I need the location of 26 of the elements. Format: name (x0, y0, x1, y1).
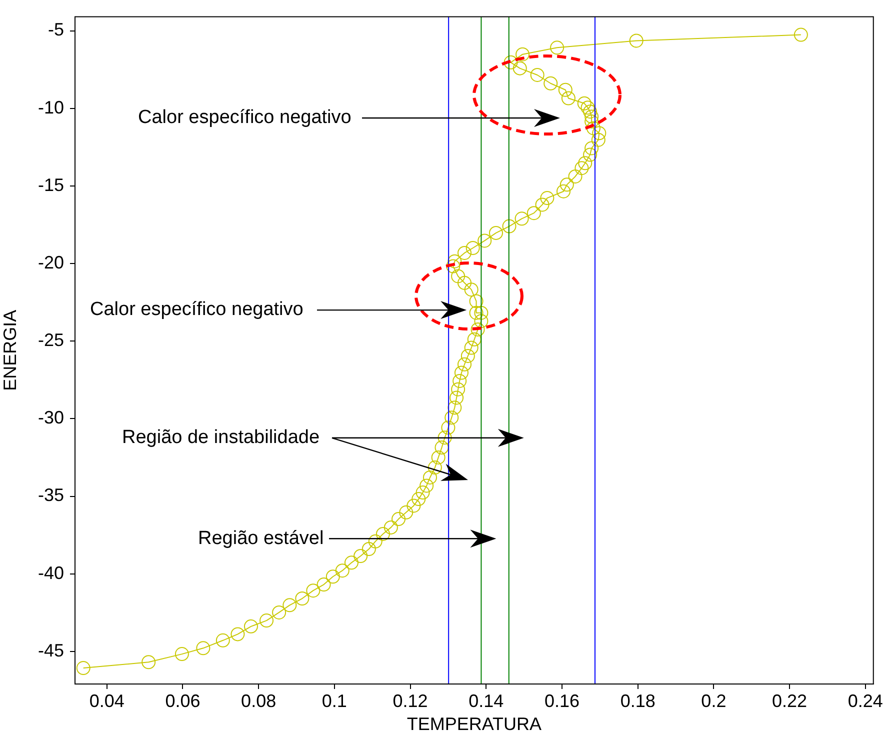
y-tick-label: -10 (38, 97, 64, 118)
x-tick-label: 0.22 (772, 690, 808, 711)
annotation: Calor específico negativo (90, 298, 304, 322)
x-tick-label: 0.18 (620, 690, 656, 711)
x-tick-label: 0.06 (165, 690, 200, 711)
x-tick-label: 0.16 (544, 690, 580, 711)
x-tick-label: 0.24 (848, 690, 883, 711)
y-tick-label: -40 (38, 562, 64, 583)
y-tick-label: -20 (38, 252, 64, 272)
x-axis-title: TEMPERATURA (406, 714, 542, 734)
y-tick-label: -25 (38, 330, 64, 350)
x-tick-label: 0.2 (701, 690, 726, 711)
y-tick-label: -30 (38, 408, 64, 428)
x-tick-label: 0.04 (89, 690, 124, 711)
y-tick-label: -5 (48, 20, 64, 40)
y-tick-label: -45 (38, 640, 64, 660)
x-tick-label: 0.12 (392, 690, 428, 711)
x-tick-label: 0.14 (468, 690, 504, 711)
y-tick-label: -35 (38, 485, 64, 506)
annotation: Calor específico negativo (138, 106, 352, 130)
x-tick-label: 0.08 (241, 690, 276, 711)
annotation: Região de instabilidade (122, 426, 320, 450)
annotation: Região estável (198, 526, 324, 551)
x-tick-label: 0.1 (322, 690, 347, 711)
y-axis-title: ENERGIA (0, 310, 20, 391)
y-tick-label: -15 (38, 174, 64, 195)
